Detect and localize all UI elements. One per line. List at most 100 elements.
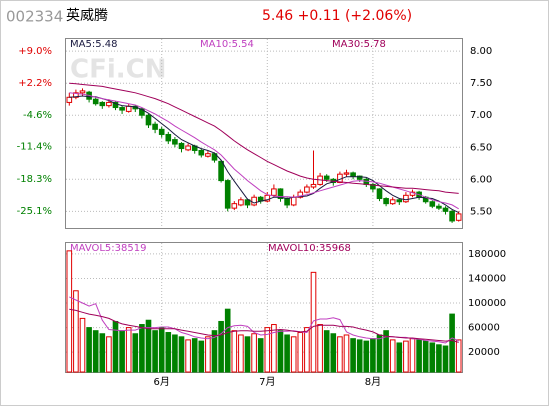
candle-body [218, 160, 224, 182]
volume-bar [73, 290, 79, 373]
volume-bar [165, 332, 172, 373]
volume-bar [363, 340, 370, 373]
ma-line [69, 95, 459, 214]
volume-bar [429, 342, 436, 373]
volume-bar [191, 338, 198, 373]
volume-bar [132, 333, 139, 373]
candle-body [119, 107, 125, 111]
candle-body [370, 183, 376, 190]
volume-bar [356, 339, 363, 373]
volume-bar [244, 336, 251, 373]
legend-entry: MA10:5.54 [200, 39, 254, 50]
y-tick-label: 7.50 [470, 78, 492, 89]
volume-bar [139, 324, 145, 373]
volume-bar [436, 344, 442, 373]
candle-body [271, 188, 277, 196]
x-tick-label: 7月 [259, 376, 275, 388]
candle-body [396, 199, 403, 203]
y2-tick-label: +2.2% [18, 78, 52, 89]
volume-tick-label: 100000 [468, 298, 506, 309]
volume-bar [99, 333, 106, 373]
volume-bar [218, 320, 224, 373]
candle-body [244, 199, 251, 206]
volume-bar [284, 334, 290, 373]
volume-bar [145, 319, 152, 373]
candle-body [66, 96, 73, 103]
stock-name: 英威腾 [66, 7, 108, 24]
candle-body [205, 153, 211, 157]
volume-bar [172, 334, 178, 373]
watermark: CFi.CN [70, 55, 166, 85]
ma-line [69, 82, 459, 194]
legend-entry: MAVOL5:38519 [70, 243, 146, 254]
candle-body [376, 188, 383, 200]
candle-body [231, 203, 238, 209]
volume-bar [422, 340, 429, 373]
volume-bar [370, 338, 376, 373]
candle-body [165, 133, 172, 142]
volume-bar [152, 330, 158, 373]
candle-body [224, 180, 231, 209]
volume-tick-label: 60000 [468, 323, 500, 334]
volume-bar [257, 338, 264, 373]
quote: 5.46 +0.11 (+2.06%) [262, 8, 412, 24]
candle-body [343, 172, 350, 175]
y2-tick-label: +9.0% [18, 46, 52, 57]
y-tick-label: 7.00 [470, 110, 492, 121]
volume-bar [224, 308, 231, 373]
legend-entry: MA30:5.78 [332, 39, 386, 50]
volume-bar [343, 334, 350, 373]
volume-bar [125, 327, 132, 373]
volume-bar [337, 336, 343, 373]
candle-body [310, 183, 317, 188]
volume-bar [317, 324, 323, 373]
volume-bar [112, 320, 119, 373]
volume-bar [198, 340, 205, 373]
volume-bar [416, 339, 422, 373]
x-tick-label: 8月 [365, 376, 381, 388]
candle-body [238, 199, 244, 206]
volume-bar [92, 330, 99, 373]
x-tick-label: 6月 [154, 376, 170, 388]
volume-bar [185, 339, 191, 373]
y2-tick-label: -18.3% [17, 174, 52, 185]
legend-entry: MA5:5.48 [70, 39, 117, 50]
volume-bar [455, 339, 462, 373]
volume-bar [403, 340, 409, 373]
volume-bar [238, 334, 244, 373]
candle-body [112, 101, 119, 109]
candle-body [264, 194, 271, 202]
volume-bar [330, 333, 337, 373]
candle-body [139, 108, 145, 116]
candle-body [284, 198, 290, 206]
volume-bar [106, 336, 112, 373]
volume-bar [376, 334, 383, 373]
ma-line [69, 308, 459, 343]
volume-bar [264, 327, 271, 373]
y2-tick-label: -25.1% [17, 206, 52, 217]
volume-panel [65, 242, 463, 373]
volume-tick-label: 180000 [468, 249, 506, 260]
candle-body [251, 196, 257, 206]
candle-body [429, 201, 436, 207]
volume-bar [383, 330, 389, 373]
candle-body [297, 191, 304, 198]
candle-body [442, 207, 449, 212]
volume-bar [231, 330, 238, 373]
candle-body [323, 175, 330, 180]
candle-body [73, 92, 79, 98]
volume-bar [442, 345, 449, 373]
candle-body [436, 205, 442, 209]
candle-body [356, 175, 363, 180]
candle-body [198, 149, 205, 156]
volume-tick-label: 140000 [468, 273, 506, 284]
candle-body [455, 213, 462, 221]
candle-body [145, 114, 152, 126]
legend-entry: MAVOL10:35968 [268, 243, 351, 254]
y-tick-label: 6.00 [470, 174, 492, 185]
volume-bar [409, 338, 416, 373]
candle-body [152, 123, 158, 130]
volume-bar [396, 342, 403, 373]
volume-bar [86, 327, 92, 373]
candle-body [290, 196, 297, 206]
